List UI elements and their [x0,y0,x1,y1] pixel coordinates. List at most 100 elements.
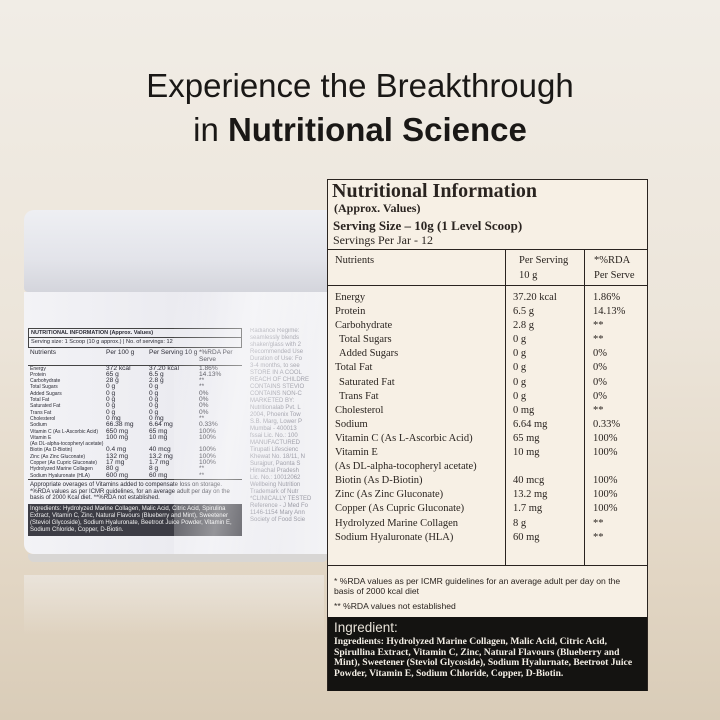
column-divider [584,249,585,566]
jar-table-cell: 1.7 mg [149,459,170,467]
jar-table-cell: 6.5 g [149,370,164,378]
jar-table-row: Zinc (As Zinc Gluconate) 132 mg 13.2 mg 100… [28,452,242,460]
jar-side-line: S.B. Marg, Lower P [250,419,303,425]
nutrient-row: Hydrolyzed Marine Collagen 8 g ** [335,517,645,531]
jar-table-cell: 0 g [149,396,159,404]
jar-table-cell: 0 g [106,389,116,397]
header-per-serving: Per Serving 10 g [519,253,568,283]
servings-per-jar: Servings Per Jar - 12 [333,233,433,247]
nutrient-name: (As DL-alpha-tocopheryl acetate) [335,461,477,473]
jar-table-cell: 0 g [106,408,116,416]
nutrient-row: Biotin (As D-Biotin) 40 mcg 100% [335,474,645,488]
jar-side-line: CONTAINS NON-C [250,391,302,397]
jar-table-cell: 0 mg [106,414,121,422]
jar-table-row: Saturated Fat 0 g 0 g 0% [28,402,242,410]
jar-side-line: Society of Food Scie [250,517,306,523]
nutrient-name: Trans Fat [339,390,379,402]
jar-table-cell: Total Fat [30,397,50,404]
nutrient-value: 6.64 mg [513,418,548,430]
divider [328,249,647,250]
jar-table-row: Trans Fat 0 g 0 g 0% [28,408,242,416]
nutrient-rda: 1.86% [593,292,621,303]
jar-table-cell: 100 mg [106,433,128,441]
jar-table-cell: Sodium [30,422,47,429]
jar-table-cell: 1.86% [199,364,218,372]
jar-table-cell: 14.13% [199,370,222,378]
nutrient-rda: 0% [593,362,607,374]
jar-table-cell: 2.8 g [149,377,164,385]
nutrient-row: Total Sugars 0 g ** [335,333,645,347]
jar-table-cell: Saturated Fat [30,403,61,410]
jar-table-cell: Total Sugars [30,384,58,391]
nutrient-rda: 0% [593,390,607,402]
jar-table-cell: 8 g [149,465,159,473]
jar-table-cell: ** [199,471,205,479]
jar-side-line: Himachal Pradesh [250,468,300,474]
jar-table-cell: 0 g [106,402,116,410]
nutrient-row: Carbohydrate 2.8 g ** [335,319,645,333]
nutrient-rda: ** [593,334,604,346]
jar-side-line: 2004, Phoenix Tow [250,412,301,418]
jar-table-cell: 60 mg [149,471,168,479]
jar-table-cell: Vitamin C (As L-Ascorbic Acid) [30,428,98,435]
jar-table-cell: Protein [30,371,46,378]
nutrient-value: 0 g [513,390,527,402]
jar-header-cell: Per 100 g [106,348,135,356]
jar-table-cell: Added Sugars [30,390,62,397]
jar-table-cell: Biotin (As D-Biotin) [30,447,73,454]
nutrient-name: Total Fat [335,362,373,374]
jar-table-row: Biotin (As D-Biotin) 0.4 mg 40 mcg 100% [28,446,242,454]
jar-table-cell: ** [199,414,205,422]
nutrient-value: 0 g [513,348,527,360]
jar-table-cell: ** [199,465,205,473]
ingredients-heading: Ingredient: [334,620,398,635]
nutrient-name: Added Sugars [339,348,399,360]
header-rda-line1: *%RDA [594,255,631,266]
nutrient-row: Energy 37.20 kcal 1.86% [335,291,645,305]
jar-side-line: Nutritionalab Pvt. L [250,405,301,411]
product-jar-image: NUTRITIONAL INFORMATION (Approx. Values)… [24,210,334,562]
nutrient-row: Copper (As Cupric Gluconate) 1.7 mg 100% [335,502,645,516]
jar-side-line: Trademark of Nutr [250,489,299,495]
jar-table-row: Energy 372 kcal 37.20 kcal 1.86% [28,364,242,372]
nutrient-rows: Energy 37.20 kcal 1.86% Protein 6.5 g 14.13% C… [335,291,645,545]
jar-label-subtitle: Serving size: 1 Scoop (10 g approx.) | N… [28,338,242,348]
jar-table-cell: 66.38 mg [106,421,134,429]
column-divider [505,249,506,566]
serving-size: Serving Size – 10g (1 Level Scoop) [333,218,523,233]
jar-table-cell: 0 g [106,396,116,404]
jar-table-cell: 65 g [106,370,119,378]
nutrient-name: Cholesterol [335,404,384,416]
panel-title: Nutritional Information [332,180,537,202]
divider [328,565,647,566]
nutrient-row: Trans Fat 0 g 0% [335,390,645,404]
nutrient-name: Copper (As Cupric Gluconate) [335,503,465,515]
jar-table-cell: 0 g [149,383,159,391]
nutrient-rda: ** [593,517,604,529]
nutrient-row: Sodium 6.64 mg 0.33% [335,418,645,432]
jar-table-cell: 0 g [149,389,159,397]
nutrient-name: Sodium [335,418,368,430]
jar-table-cell: 0 g [106,383,116,391]
nutrient-rda: ** [593,531,604,543]
jar-table-cell: 17 mg [106,459,125,467]
nutrient-name: Energy [335,292,366,303]
nutrient-row: Added Sugars 0 g 0% [335,347,645,361]
jar-side-line: fssai Lic. No.: 100 [250,433,298,439]
jar-side-line: Reference - J Med Fo [250,503,309,509]
jar-table-cell: Hydrolyzed Marine Collagen [30,466,93,473]
nutrient-value: 0 g [513,362,527,374]
jar-table-row: Carbohydrate 28 g 2.8 g ** [28,377,242,385]
nutrient-name: Vitamin E [335,447,378,459]
nutrient-row: Protein 6.5 g 14.13% [335,305,645,319]
jar-label-rows: Energy 372 kcal 37.20 kcal 1.86% Protein 65 g… [28,364,242,479]
nutrient-row: Cholesterol 0 mg ** [335,404,645,418]
jar-table-cell: 132 mg [106,452,128,460]
jar-side-line: Surajpur, Paonta S [250,461,301,467]
nutrient-rda: 0% [593,376,607,388]
nutrient-value: 60 mg [513,531,540,543]
nutrient-name: Sodium Hyaluronate (HLA) [335,531,454,543]
jar-table-row: Total Fat 0 g 0 g 0% [28,396,242,404]
jar-lid [24,210,334,292]
jar-table-cell: Energy [30,365,46,372]
